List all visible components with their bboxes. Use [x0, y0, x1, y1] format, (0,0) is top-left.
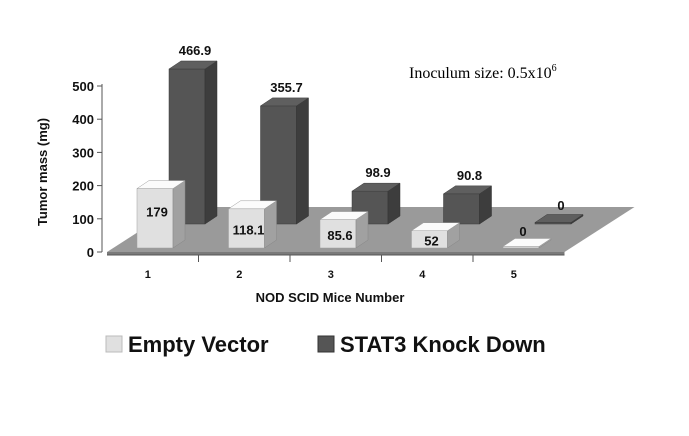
stat3-data-label: 0 — [557, 198, 564, 213]
stat3-data-label: 98.9 — [365, 165, 390, 180]
empty-vector-data-label: 118.1 — [233, 222, 265, 237]
empty-vector-bar — [227, 200, 278, 249]
y-tick-label: 400 — [72, 112, 94, 127]
empty-vector-bar — [136, 180, 186, 249]
y-tick-label: 100 — [72, 212, 94, 227]
empty-vector-data-label: 179 — [146, 204, 168, 219]
stat3-bars-group — [168, 60, 584, 225]
chart-floor-edge — [107, 252, 565, 255]
annotation-text: Inoculum size: 0.5x106 — [409, 63, 557, 82]
empty-vector-bar — [319, 211, 369, 249]
empty-vector-data-label: 85.6 — [327, 228, 352, 243]
legend-label-empty-vector: Empty Vector — [128, 332, 269, 357]
y-axis-title: Tumor mass (mg) — [35, 118, 50, 226]
x-tick-label: 2 — [236, 269, 242, 281]
stat3-bar — [442, 185, 493, 225]
y-tick-label: 0 — [87, 245, 94, 260]
x-tick-label: 1 — [145, 269, 151, 281]
stat3-data-label: 355.7 — [270, 80, 303, 95]
stat3-data-label: 90.8 — [457, 168, 482, 183]
x-tick-label: 4 — [419, 269, 426, 281]
empty-vector-data-label: 52 — [424, 233, 438, 248]
y-tick-label: 500 — [72, 79, 94, 94]
empty-vector-bars-group — [136, 180, 552, 249]
axes-group: 0 100 200 300 400 500 1 2 3 4 5 — [72, 79, 565, 281]
empty-vector-bar — [410, 222, 461, 249]
y-tick-label: 200 — [72, 179, 94, 194]
legend-label-stat3: STAT3 Knock Down — [340, 332, 546, 357]
legend-swatch-stat3 — [317, 335, 335, 353]
stat3-data-label: 466.9 — [179, 43, 212, 58]
legend: Empty Vector STAT3 Knock Down — [105, 332, 546, 357]
empty-vector-bar — [502, 238, 552, 249]
stat3-bar — [534, 214, 584, 225]
data-labels-group: 466.9 179 355.7 118.1 98.9 85.6 90.8 52 0 0 — [146, 43, 564, 248]
x-tick-label: 5 — [511, 269, 517, 281]
legend-swatch-empty-vector — [105, 335, 123, 353]
empty-vector-data-label: 0 — [519, 224, 526, 239]
stat3-bar — [351, 182, 401, 225]
x-tick-label: 3 — [328, 269, 334, 281]
x-axis-title: NOD SCID Mice Number — [256, 290, 405, 305]
y-tick-label: 300 — [72, 145, 94, 160]
